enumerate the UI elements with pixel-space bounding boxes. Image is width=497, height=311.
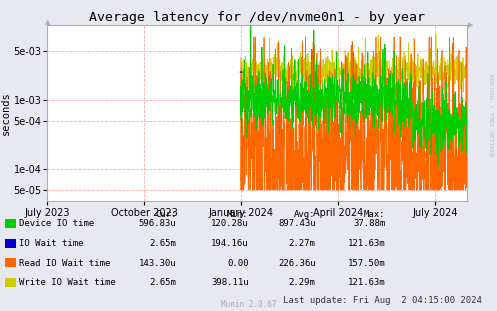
- Text: 2.29m: 2.29m: [289, 278, 316, 287]
- Text: 398.11u: 398.11u: [211, 278, 248, 287]
- Text: Avg:: Avg:: [294, 210, 316, 219]
- Text: 2.65m: 2.65m: [150, 239, 176, 248]
- Text: Munin 2.0.67: Munin 2.0.67: [221, 299, 276, 309]
- Text: 37.88m: 37.88m: [353, 220, 385, 228]
- Text: Read IO Wait time: Read IO Wait time: [19, 259, 110, 267]
- Text: Last update: Fri Aug  2 04:15:00 2024: Last update: Fri Aug 2 04:15:00 2024: [283, 296, 482, 304]
- Text: ▶: ▶: [468, 22, 473, 28]
- Text: Min:: Min:: [227, 210, 248, 219]
- Y-axis label: seconds: seconds: [1, 91, 11, 135]
- Text: 121.63m: 121.63m: [347, 278, 385, 287]
- Text: 157.50m: 157.50m: [347, 259, 385, 267]
- Text: Device IO time: Device IO time: [19, 220, 94, 228]
- Text: Write IO Wait time: Write IO Wait time: [19, 278, 116, 287]
- Text: 120.28u: 120.28u: [211, 220, 248, 228]
- Text: Cur:: Cur:: [155, 210, 176, 219]
- Text: Max:: Max:: [364, 210, 385, 219]
- Text: IO Wait time: IO Wait time: [19, 239, 83, 248]
- Text: 2.65m: 2.65m: [150, 278, 176, 287]
- Text: 0.00: 0.00: [227, 259, 248, 267]
- Text: 897.43u: 897.43u: [278, 220, 316, 228]
- Text: 143.30u: 143.30u: [139, 259, 176, 267]
- Text: 226.36u: 226.36u: [278, 259, 316, 267]
- Title: Average latency for /dev/nvme0n1 - by year: Average latency for /dev/nvme0n1 - by ye…: [89, 11, 425, 24]
- Text: 194.16u: 194.16u: [211, 239, 248, 248]
- Text: 121.63m: 121.63m: [347, 239, 385, 248]
- Text: RRDTOOL / TOBI OETIKER: RRDTOOL / TOBI OETIKER: [489, 74, 494, 156]
- Text: ▲: ▲: [45, 19, 50, 26]
- Text: 2.27m: 2.27m: [289, 239, 316, 248]
- Text: 596.83u: 596.83u: [139, 220, 176, 228]
